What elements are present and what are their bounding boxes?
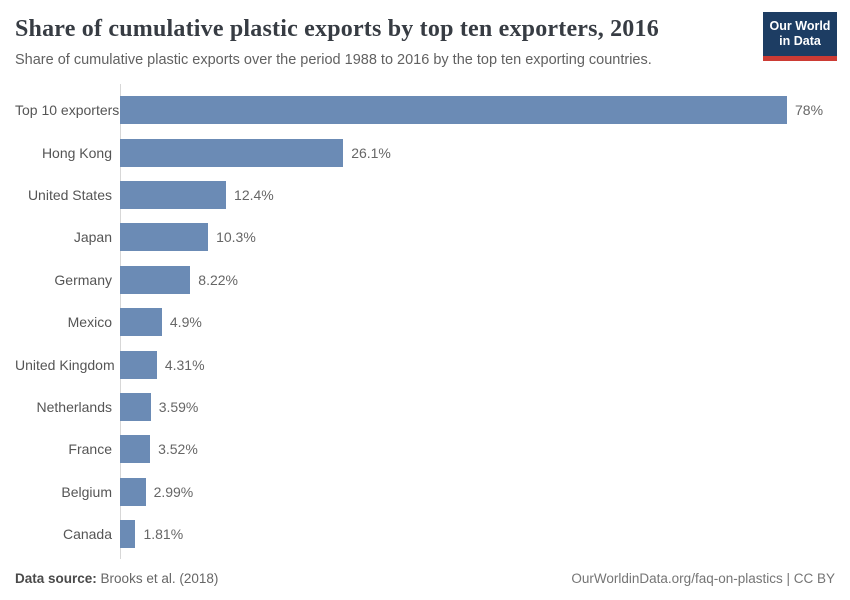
bar-label: United Kingdom <box>15 356 115 373</box>
bar-row: Japan 10.3% <box>15 216 835 258</box>
owid-logo-line1: Our World <box>769 19 831 33</box>
footer-link[interactable]: OurWorldinData.org/faq-on-plastics | CC … <box>571 571 835 586</box>
owid-logo-text: Our World in Data <box>763 12 837 56</box>
bar[interactable] <box>120 308 162 337</box>
chart-subtitle: Share of cumulative plastic exports over… <box>15 52 652 68</box>
bar-label: France <box>68 441 112 458</box>
bar-label: United States <box>27 186 112 203</box>
bar[interactable] <box>120 477 146 506</box>
owid-logo[interactable]: Our World in Data <box>763 12 837 61</box>
bar[interactable] <box>120 96 787 125</box>
chart-title: Share of cumulative plastic exports by t… <box>15 16 659 42</box>
bar-value: 8.22% <box>198 271 238 288</box>
bar-track: 3.59% <box>120 392 787 421</box>
bar-track: 3.52% <box>120 435 787 464</box>
owid-logo-line2: in Data <box>779 34 821 48</box>
bar[interactable] <box>120 435 151 464</box>
bar-value: 2.99% <box>153 483 194 500</box>
bar-track: 12.4% <box>120 180 787 209</box>
bar-row: Canada 1.81% <box>15 513 835 555</box>
bar-label: Netherlands <box>36 398 113 415</box>
bar-label: Top 10 exporters <box>15 102 120 119</box>
chart-footer: Data source: Brooks et al. (2018) OurWor… <box>15 571 835 586</box>
bar-row: Germany 8.22% <box>15 259 835 301</box>
bar-row: France 3.52% <box>15 428 835 470</box>
bar-chart: Top 10 exporters 78% Hong Kong 26.1% United … <box>15 84 835 560</box>
bar-label: Germany <box>54 271 112 288</box>
bar-row: Hong Kong 26.1% <box>15 131 835 173</box>
bar-value: 12.4% <box>234 186 274 203</box>
bar-track: 4.9% <box>120 308 787 337</box>
bar-value: 4.31% <box>164 356 205 373</box>
bar-label: Belgium <box>61 483 112 500</box>
data-source-value: Brooks et al. (2018) <box>100 571 219 586</box>
bar[interactable] <box>120 520 136 549</box>
bar-value: 26.1% <box>351 144 391 161</box>
owid-logo-underline <box>763 56 837 61</box>
chart-header: Share of cumulative plastic exports by t… <box>0 0 850 70</box>
bar-track: 4.31% <box>120 350 787 379</box>
bar-value: 1.81% <box>143 526 184 543</box>
bar-row: Belgium 2.99% <box>15 471 835 513</box>
bar-track: 1.81% <box>120 520 787 549</box>
bar-label: Canada <box>62 526 112 543</box>
bar-rows: Top 10 exporters 78% Hong Kong 26.1% United … <box>15 89 835 555</box>
data-source: Data source: Brooks et al. (2018) <box>15 571 218 586</box>
bar[interactable] <box>120 223 209 252</box>
bar-value: 4.9% <box>169 314 202 331</box>
bar-track: 2.99% <box>120 477 787 506</box>
bar[interactable] <box>120 180 227 209</box>
bar[interactable] <box>120 265 191 294</box>
bar-value: 3.52% <box>158 441 198 458</box>
bar-row: Mexico 4.9% <box>15 301 835 343</box>
bar-label: Mexico <box>67 314 112 331</box>
bar-value: 10.3% <box>216 229 256 246</box>
bar-track: 10.3% <box>120 223 787 252</box>
data-source-label: Data source: <box>15 571 97 586</box>
bar[interactable] <box>120 392 151 421</box>
bar-row: Netherlands 3.59% <box>15 386 835 428</box>
bar-row: Top 10 exporters 78% <box>15 89 835 131</box>
bar-label: Hong Kong <box>41 144 112 161</box>
bar-value: 3.59% <box>158 398 199 415</box>
bar-track: 8.22% <box>120 265 787 294</box>
bar-row: United Kingdom 4.31% <box>15 343 835 385</box>
bar-track: 78% <box>120 96 823 125</box>
bar[interactable] <box>120 350 157 379</box>
bar[interactable] <box>120 138 344 167</box>
bar-row: United States 12.4% <box>15 174 835 216</box>
bar-value: 78% <box>795 102 824 119</box>
bar-track: 26.1% <box>120 138 787 167</box>
bar-label: Japan <box>73 229 112 246</box>
